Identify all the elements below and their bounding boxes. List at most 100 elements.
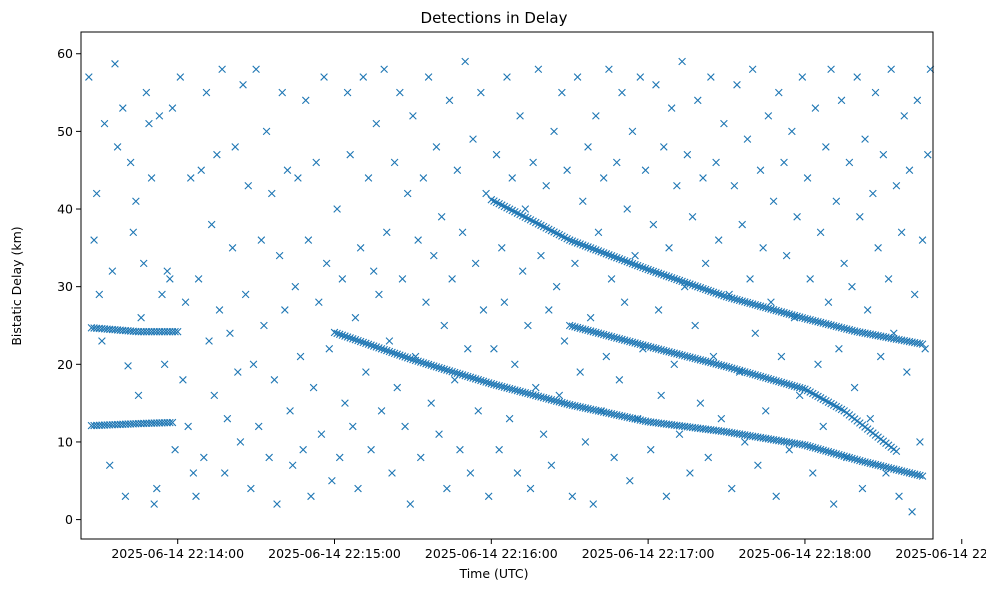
data-point-scatter_noise bbox=[343, 88, 352, 97]
data-point-track_mid bbox=[785, 380, 794, 389]
data-point-scatter_noise bbox=[372, 119, 381, 128]
data-point-scatter_noise bbox=[247, 484, 255, 493]
data-point-scatter_noise bbox=[121, 492, 130, 501]
data-point-scatter_noise bbox=[594, 228, 603, 237]
data-point-track_upper bbox=[660, 271, 668, 279]
data-point-scatter_noise bbox=[171, 445, 179, 454]
data-point-scatter_noise bbox=[304, 236, 313, 244]
data-point-track_mid bbox=[777, 378, 786, 387]
data-point-track_mid bbox=[790, 382, 799, 390]
data-point-scatter_noise bbox=[673, 181, 681, 190]
data-point-scatter_noise bbox=[861, 135, 869, 143]
data-point-scatter_noise bbox=[503, 73, 511, 81]
data-point-track_lower bbox=[396, 351, 404, 359]
data-point-scatter_noise bbox=[816, 228, 825, 237]
data-point-scatter_noise bbox=[262, 127, 271, 136]
data-point-track_mid bbox=[748, 370, 757, 378]
data-point-track_upper bbox=[673, 275, 681, 284]
data-point-scatter_noise bbox=[743, 135, 752, 143]
data-point-scatter_noise bbox=[871, 88, 880, 97]
data-point-track_lower bbox=[477, 376, 485, 385]
data-point-track_upper bbox=[670, 274, 679, 283]
data-point-track_upper bbox=[633, 261, 642, 270]
data-point-scatter_noise bbox=[362, 368, 370, 376]
data-point-scatter_noise bbox=[633, 414, 642, 423]
data-point-scatter_noise bbox=[464, 344, 472, 353]
data-point-track_upper bbox=[686, 280, 694, 288]
data-point-scatter_noise bbox=[286, 407, 294, 415]
data-point-scatter_noise bbox=[440, 321, 449, 330]
data-point-scatter_noise bbox=[814, 360, 822, 369]
data-point-scatter_noise bbox=[194, 275, 203, 283]
data-point-track_lower bbox=[343, 333, 352, 341]
data-point-scatter_noise bbox=[257, 236, 266, 244]
data-point-scatter_noise bbox=[754, 461, 762, 470]
data-point-scatter_noise bbox=[338, 275, 347, 283]
data-point-scatter_noise bbox=[910, 290, 919, 299]
data-point-scatter_noise bbox=[777, 352, 786, 361]
data-point-scatter_noise bbox=[767, 298, 775, 306]
data-point-scatter_noise bbox=[265, 453, 273, 462]
data-point-track_lower bbox=[364, 340, 373, 349]
data-point-scatter_noise bbox=[552, 282, 561, 291]
data-point-scatter_noise bbox=[215, 306, 224, 314]
data-point-scatter_noise bbox=[518, 267, 527, 275]
data-point-scatter_noise bbox=[364, 174, 373, 182]
data-point-track_upper bbox=[584, 243, 592, 251]
data-point-scatter_noise bbox=[738, 220, 747, 229]
data-point-track_upper bbox=[599, 249, 608, 257]
data-point-track_lower bbox=[437, 364, 446, 373]
data-point-scatter_noise bbox=[764, 112, 773, 120]
data-point-track_lower bbox=[479, 377, 488, 386]
data-point-track_mid bbox=[727, 364, 736, 372]
data-point-track_lower bbox=[916, 471, 924, 480]
data-point-track_upper bbox=[573, 239, 582, 247]
data-point-track_lower bbox=[814, 444, 822, 453]
data-point-track_upper bbox=[699, 284, 707, 293]
data-point-scatter_noise bbox=[853, 73, 861, 81]
data-point-track_upper bbox=[707, 287, 715, 296]
data-point-scatter_noise bbox=[471, 259, 480, 268]
data-point-scatter_noise bbox=[542, 181, 550, 190]
data-point-scatter_noise bbox=[547, 461, 556, 470]
scatter-marks bbox=[85, 57, 935, 516]
data-point-track_lower bbox=[448, 367, 456, 376]
data-point-track_upper bbox=[581, 242, 590, 250]
data-point-track_lower bbox=[362, 339, 370, 348]
data-point-scatter_noise bbox=[351, 313, 360, 322]
data-point-scatter_noise bbox=[432, 143, 441, 151]
data-point-scatter_noise bbox=[746, 275, 754, 283]
plot-frame bbox=[80, 31, 934, 540]
data-point-track_lower bbox=[474, 375, 483, 384]
data-point-track_mid bbox=[754, 371, 762, 380]
data-point-track_lower bbox=[414, 357, 422, 366]
data-point-scatter_noise bbox=[207, 220, 216, 229]
data-point-track_upper bbox=[592, 246, 600, 254]
data-point-scatter_noise bbox=[385, 337, 394, 345]
data-point-track_mid bbox=[751, 371, 760, 379]
data-point-scatter_noise bbox=[918, 236, 927, 244]
data-point-scatter_noise bbox=[469, 135, 477, 143]
data-point-scatter_noise bbox=[315, 298, 323, 306]
data-point-track_lower bbox=[385, 347, 394, 356]
data-point-scatter_noise bbox=[688, 212, 697, 221]
data-point-track_lower bbox=[837, 451, 846, 460]
data-point-scatter_noise bbox=[840, 259, 848, 268]
data-point-scatter_noise bbox=[720, 119, 728, 128]
y-tick-label: 60 bbox=[57, 46, 73, 61]
data-point-track_mid bbox=[761, 374, 770, 382]
data-point-track_lower bbox=[808, 443, 817, 452]
data-point-track_lower bbox=[453, 369, 462, 378]
x-tick-label: 2025-06-14 22:16:00 bbox=[425, 546, 558, 561]
data-point-track_upper bbox=[568, 237, 577, 245]
x-tick-label: 2025-06-14 22:15:00 bbox=[268, 546, 401, 561]
data-point-scatter_noise bbox=[349, 422, 357, 431]
data-point-scatter_noise bbox=[923, 150, 932, 159]
data-point-scatter_noise bbox=[639, 344, 647, 353]
data-point-scatter_noise bbox=[539, 430, 548, 438]
data-point-track_lower bbox=[835, 450, 843, 459]
data-point-scatter_noise bbox=[341, 399, 349, 407]
data-point-scatter_noise bbox=[142, 88, 151, 97]
data-point-scatter_noise bbox=[592, 112, 600, 120]
data-point-track_mid bbox=[738, 367, 747, 375]
